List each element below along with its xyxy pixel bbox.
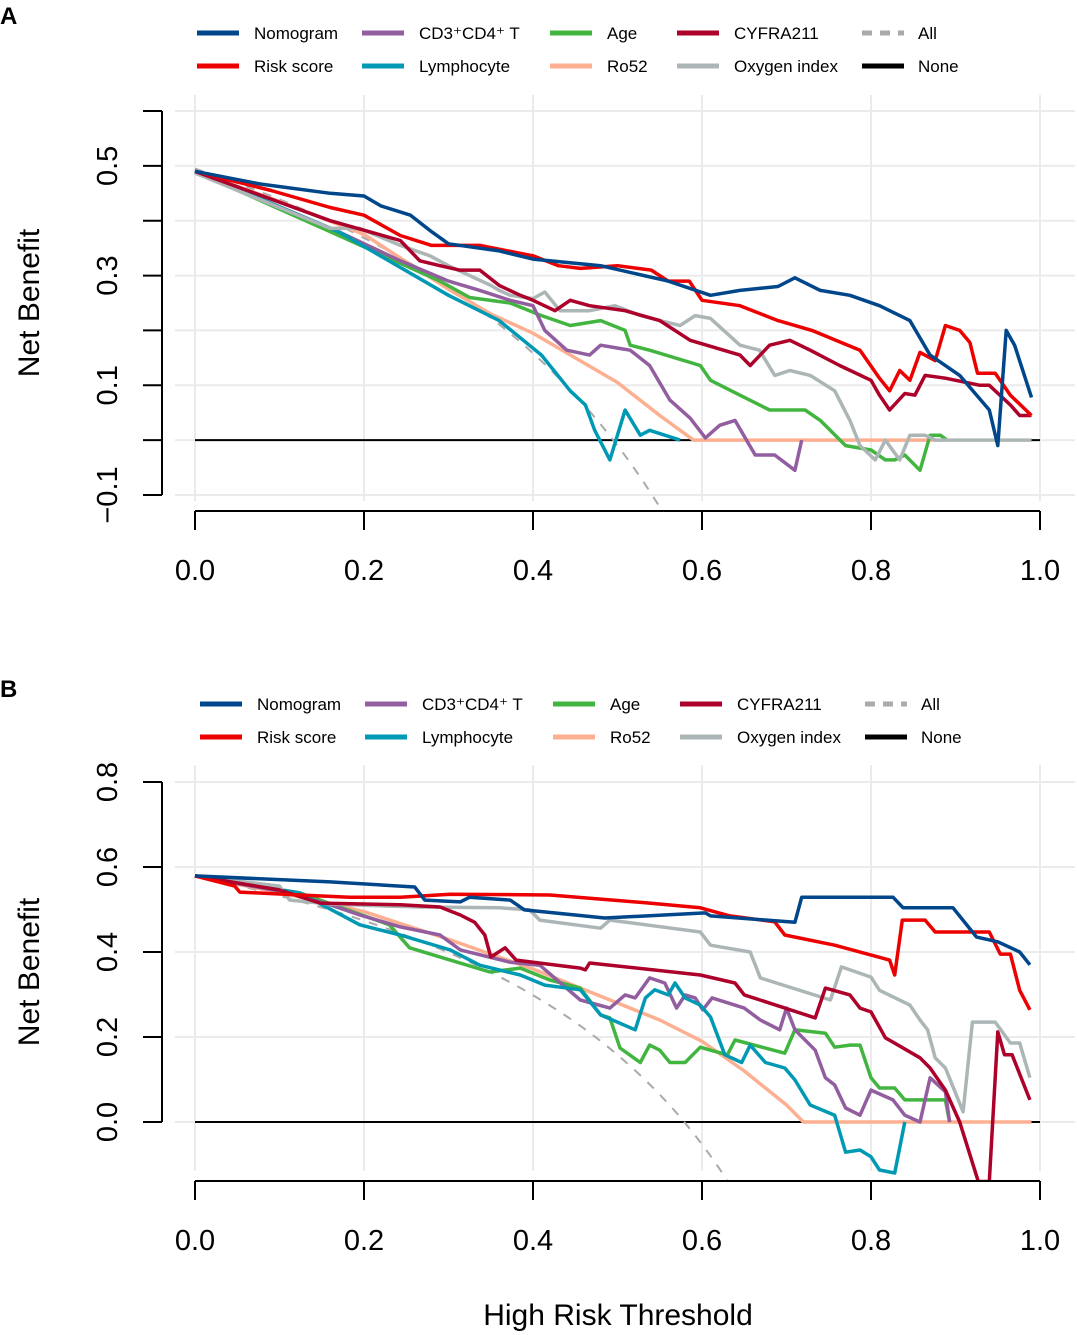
panel-label: A bbox=[0, 3, 17, 30]
legend-label: Oxygen index bbox=[737, 728, 841, 747]
legend-label: Age bbox=[610, 695, 640, 714]
series-line-ro52 bbox=[194, 874, 1032, 1124]
x-tick-label: 0.0 bbox=[175, 1225, 215, 1257]
legend-label: All bbox=[921, 695, 940, 714]
x-tick-label: 0.2 bbox=[344, 555, 384, 587]
legend-label: Ro52 bbox=[607, 57, 648, 76]
legend: Nomogram Risk score CD3⁺CD4⁺ T Lymphocyte Ag… bbox=[200, 695, 962, 747]
series-line-age bbox=[194, 169, 949, 473]
x-tick-label: 0.6 bbox=[682, 555, 722, 587]
series-line-cyfra211 bbox=[194, 169, 1032, 418]
panel-A: 0.5 0.3 0.1 −0.1 Net Benefit 0.0 0.2 0.4 0.6 0.8 1… bbox=[0, 3, 1075, 587]
y-tick-label: 0.5 bbox=[92, 146, 124, 186]
x-tick-label: 0.4 bbox=[513, 1225, 553, 1257]
x-tick-label: 0.6 bbox=[682, 1225, 722, 1257]
series-line-nomogram bbox=[194, 169, 1034, 448]
legend-label: Nomogram bbox=[257, 695, 341, 714]
y-tick-label: −0.1 bbox=[92, 466, 124, 523]
y-tick-label: 0.6 bbox=[92, 847, 124, 887]
legend-label: Ro52 bbox=[610, 728, 651, 747]
legend-label: None bbox=[921, 728, 962, 747]
y-tick-label: 0.0 bbox=[92, 1102, 124, 1142]
legend-label: CYFRA211 bbox=[737, 695, 822, 714]
y-tick-label: 0.1 bbox=[92, 365, 124, 405]
legend-label: Lymphocyte bbox=[422, 728, 513, 747]
x-axis-title: High Risk Threshold bbox=[483, 1299, 753, 1332]
legend-label: Lymphocyte bbox=[419, 57, 510, 76]
series-line-nomogram bbox=[194, 874, 1032, 966]
legend-label: Risk score bbox=[254, 57, 333, 76]
series-line-risk-score bbox=[194, 874, 1032, 1011]
y-tick-label: 0.8 bbox=[92, 762, 124, 802]
x-tick-label: 0.4 bbox=[513, 555, 553, 587]
x-tick-label: 0.2 bbox=[344, 1225, 384, 1257]
series-line-oxygen-index bbox=[194, 171, 1032, 462]
legend-label: CD3⁺CD4⁺ T bbox=[419, 24, 520, 43]
plot-area bbox=[194, 167, 1040, 512]
legend: Nomogram Risk score CD3⁺CD4⁺ T Lymphocyte Ag… bbox=[197, 24, 959, 76]
panel-label: B bbox=[0, 676, 17, 703]
series-line-cd3-cd4-t bbox=[194, 874, 952, 1124]
y-tick-label: 0.2 bbox=[92, 1017, 124, 1057]
y-tick-label: 0.4 bbox=[92, 932, 124, 972]
legend-label: Nomogram bbox=[254, 24, 338, 43]
series-line-cyfra211 bbox=[194, 874, 1032, 1180]
legend-label: CD3⁺CD4⁺ T bbox=[422, 695, 523, 714]
series-line-all bbox=[194, 167, 664, 512]
x-tick-label: 0.0 bbox=[175, 555, 215, 587]
y-tick-label: 0.3 bbox=[92, 255, 124, 295]
series-line-cd3-cd4-t bbox=[194, 169, 804, 473]
legend-label: Age bbox=[607, 24, 637, 43]
legend-label: Oxygen index bbox=[734, 57, 838, 76]
legend-label: Risk score bbox=[257, 728, 336, 747]
x-tick-label: 1.0 bbox=[1020, 555, 1060, 587]
series-line-lymphocyte bbox=[194, 169, 681, 462]
y-axis-title: Net Benefit bbox=[13, 228, 46, 377]
panel-B: 0.8 0.6 0.4 0.2 0.0 Net Benefit 0.0 0.2 0.4 0.6 0.… bbox=[0, 676, 1075, 1332]
legend-label: All bbox=[918, 24, 937, 43]
plot-area bbox=[194, 874, 1040, 1180]
x-tick-label: 0.8 bbox=[851, 555, 891, 587]
y-axis-title: Net Benefit bbox=[13, 897, 46, 1046]
legend-label: CYFRA211 bbox=[734, 24, 819, 43]
series-line-lymphocyte bbox=[194, 874, 907, 1175]
series-line-oxygen-index bbox=[194, 874, 1032, 1114]
x-tick-label: 1.0 bbox=[1020, 1225, 1060, 1257]
series-line-risk-score bbox=[194, 169, 1033, 417]
legend-label: None bbox=[918, 57, 959, 76]
x-tick-label: 0.8 bbox=[851, 1225, 891, 1257]
